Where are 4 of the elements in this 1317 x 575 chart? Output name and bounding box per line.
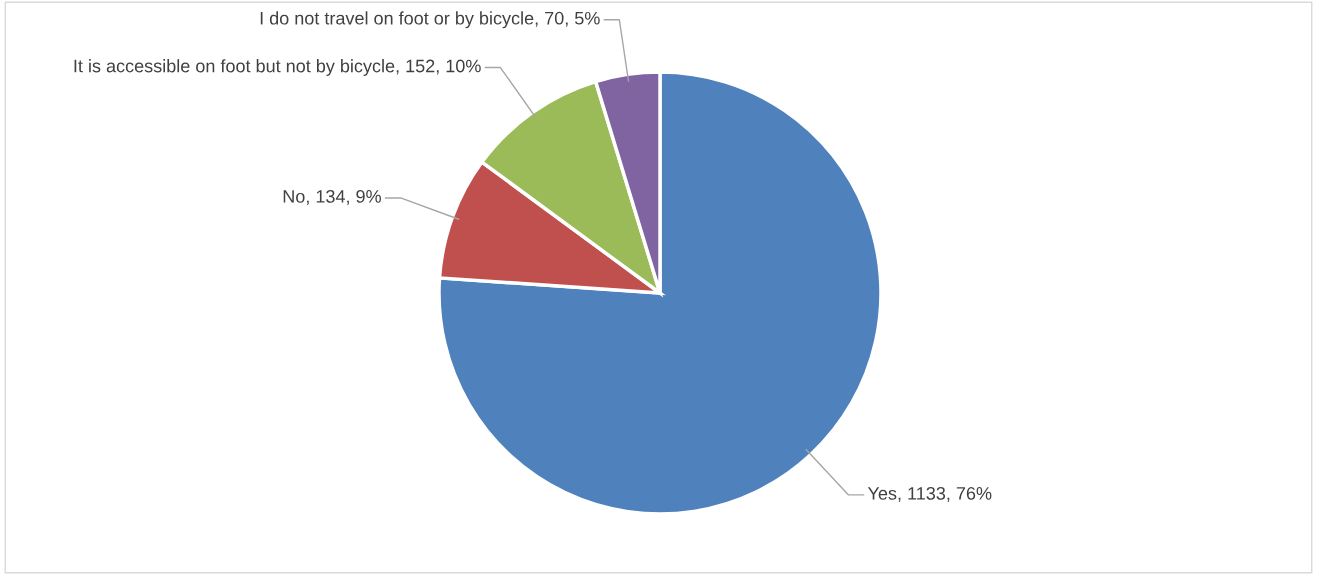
slice-label: Yes, 1133, 76% (867, 486, 992, 502)
slice-label: I do not travel on foot or by bicycle, 70, 5% (260, 11, 600, 29)
slice-label: It is accessible on foot but not by bicycle, 152, 10% (74, 59, 481, 76)
slice-label: No, 134, 9% (283, 190, 381, 205)
